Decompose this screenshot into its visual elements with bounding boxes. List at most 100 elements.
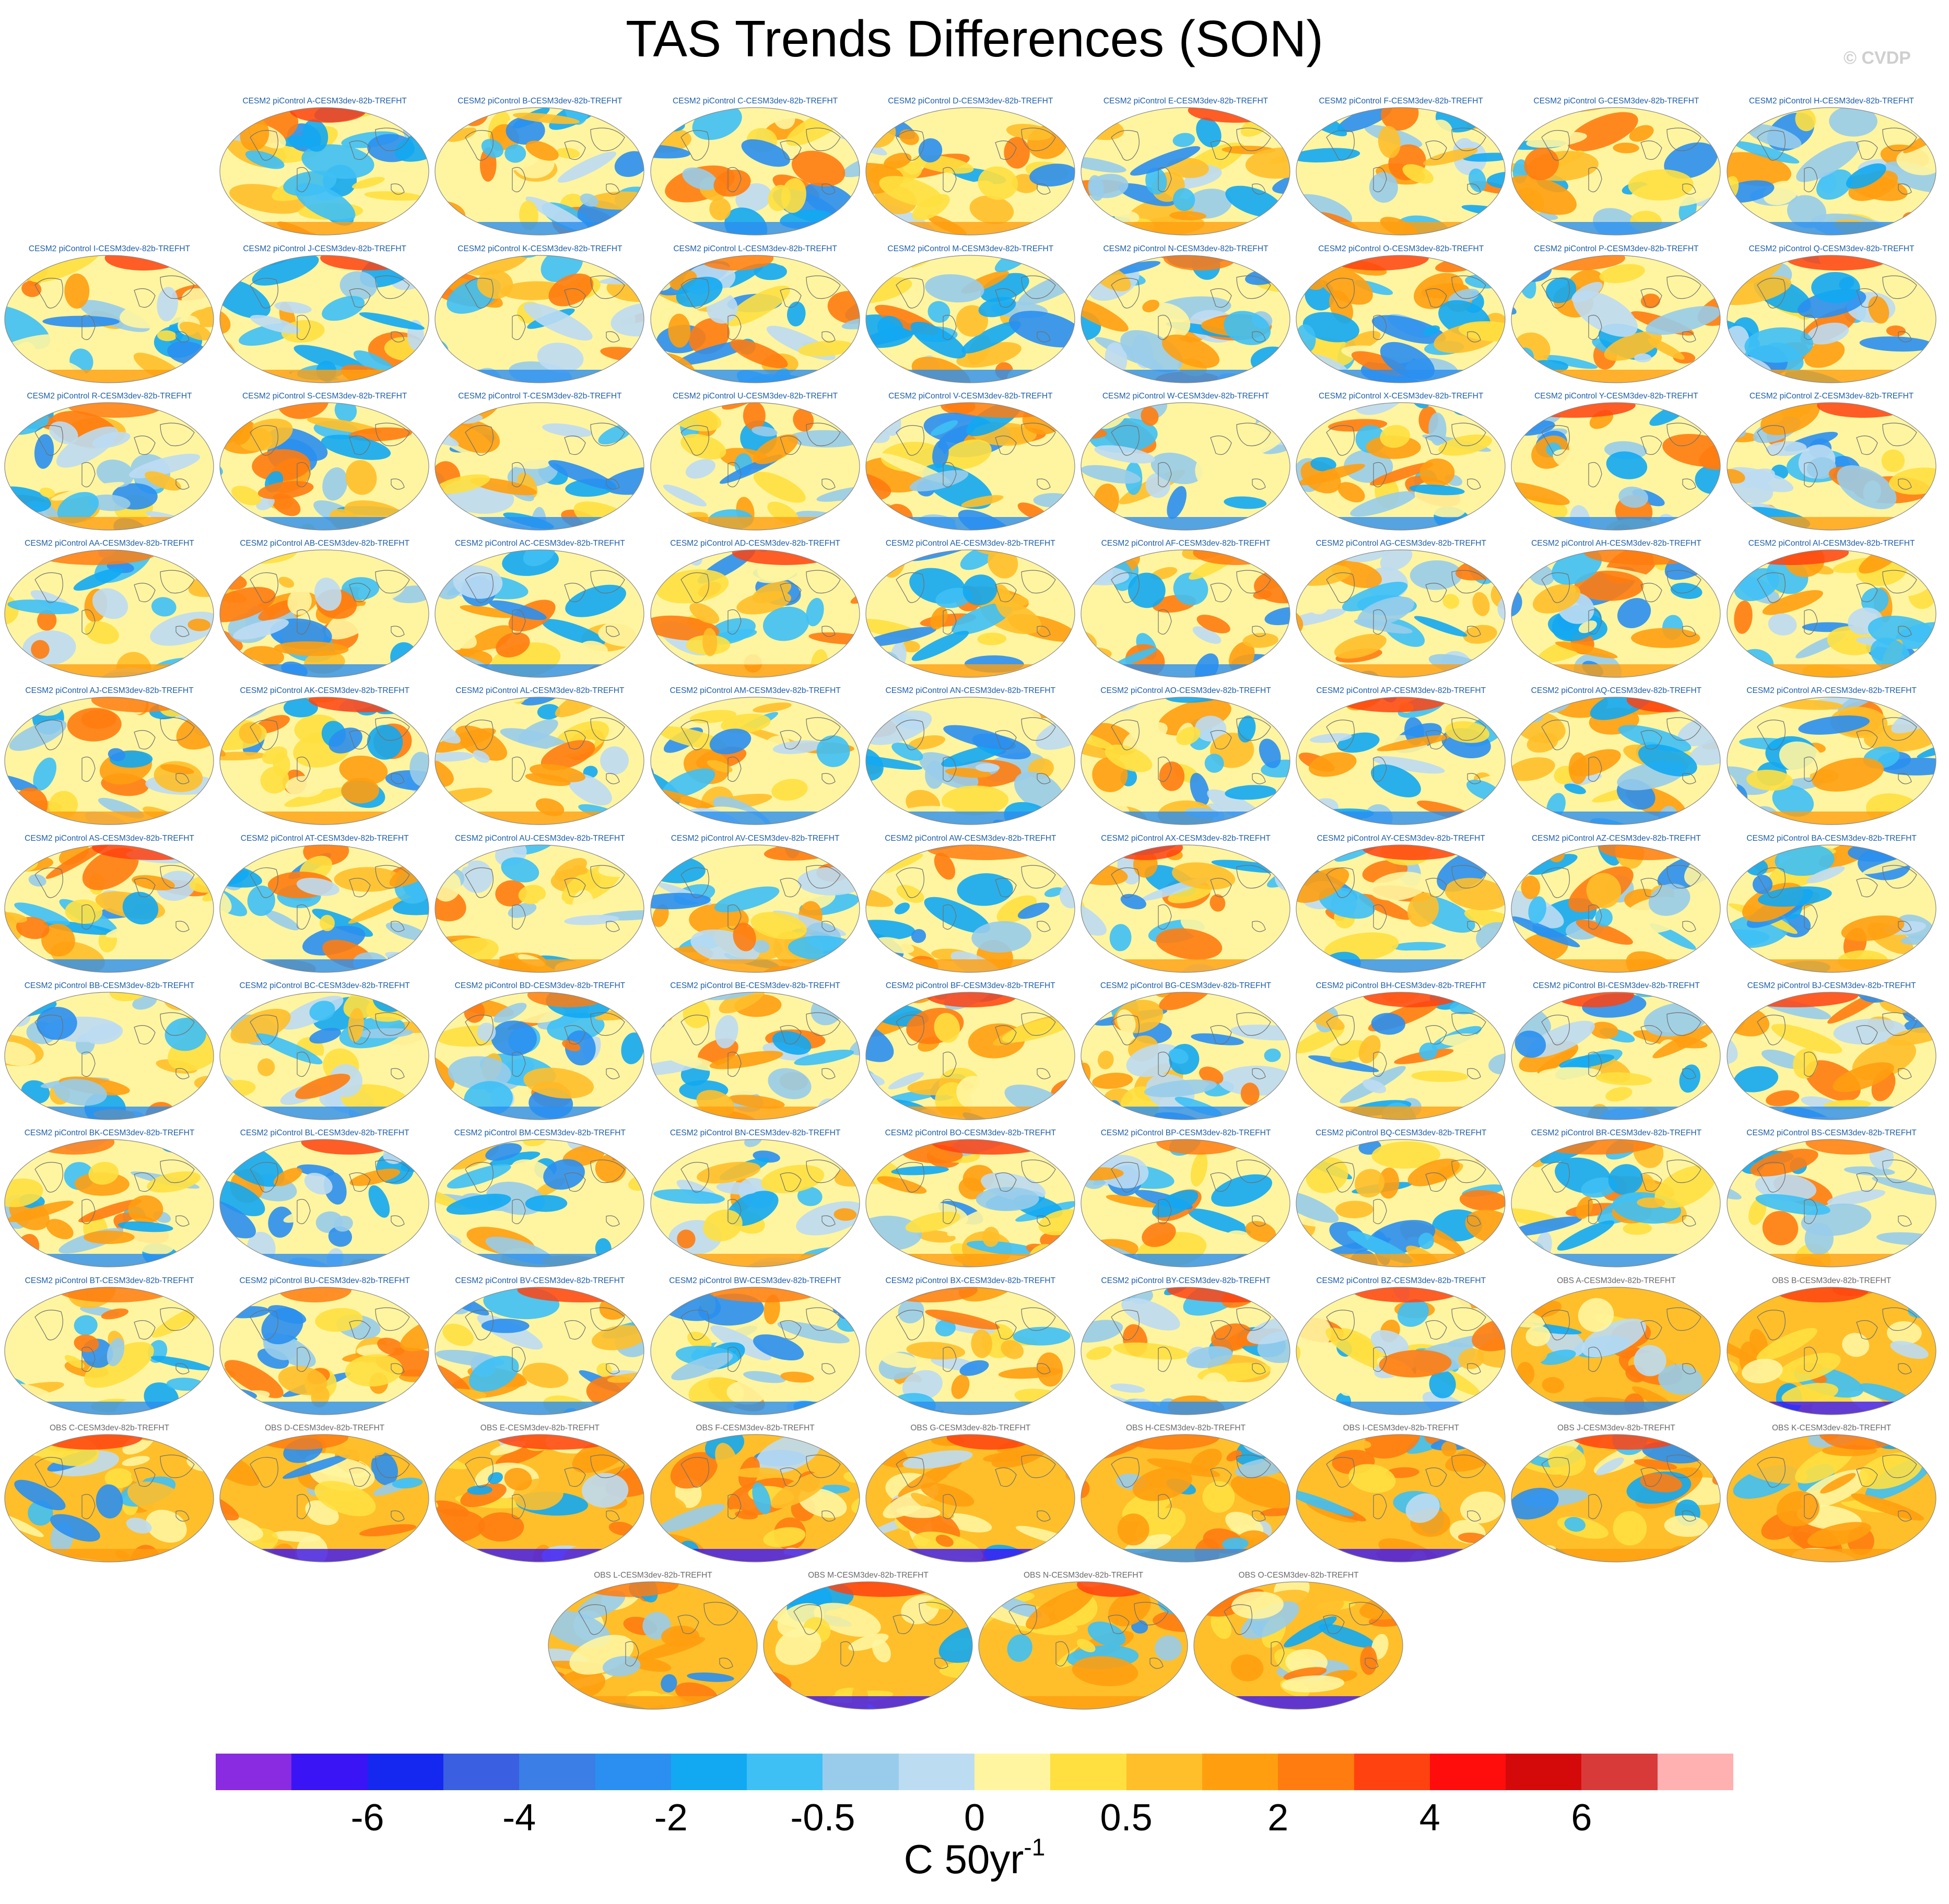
map-panel: CESM2 piControl BU-CESM3dev-82b-TREFHT xyxy=(219,1276,430,1417)
robinson-map-icon xyxy=(1726,549,1936,678)
map-panel: CESM2 piControl Q-CESM3dev-82b-TREFHT xyxy=(1726,244,1938,385)
map-panel: OBS A-CESM3dev-82b-TREFHT xyxy=(1510,1276,1722,1417)
robinson-map-icon xyxy=(4,255,214,383)
colorbar-swatch xyxy=(443,1754,520,1790)
colorbar xyxy=(216,1754,1734,1790)
robinson-map-icon xyxy=(1081,1287,1290,1415)
panel-label: CESM2 piControl BJ-CESM3dev-82b-TREFHT xyxy=(1747,981,1916,990)
map-panel: CESM2 piControl BP-CESM3dev-82b-TREFHT xyxy=(1080,1129,1291,1270)
robinson-map-icon xyxy=(4,1434,214,1562)
panel-label: OBS J-CESM3dev-82b-TREFHT xyxy=(1557,1424,1675,1432)
map-panel: OBS E-CESM3dev-82b-TREFHT xyxy=(434,1424,645,1565)
robinson-map-icon xyxy=(219,1139,429,1267)
robinson-map-icon xyxy=(1081,549,1290,678)
panel-label: OBS N-CESM3dev-82b-TREFHT xyxy=(1023,1571,1144,1580)
robinson-map-icon xyxy=(219,1434,429,1562)
robinson-map-icon xyxy=(1511,844,1721,973)
colorbar-tick-label: -0.5 xyxy=(790,1797,855,1839)
colorbar-swatch xyxy=(1354,1754,1430,1790)
colorbar-swatch xyxy=(1657,1754,1734,1790)
robinson-map-icon xyxy=(1081,1434,1290,1562)
panel-label: CESM2 piControl BD-CESM3dev-82b-TREFHT xyxy=(454,981,626,990)
panel-label: CESM2 piControl M-CESM3dev-82b-TREFHT xyxy=(887,244,1054,253)
map-panel: CESM2 piControl L-CESM3dev-82b-TREFHT xyxy=(650,244,861,385)
colorbar-swatch xyxy=(519,1754,595,1790)
map-panel: CESM2 piControl BX-CESM3dev-82b-TREFHT xyxy=(865,1276,1076,1417)
map-panel: CESM2 piControl V-CESM3dev-82b-TREFHT xyxy=(865,392,1076,533)
panel-label: OBS C-CESM3dev-82b-TREFHT xyxy=(49,1424,170,1432)
robinson-map-icon xyxy=(219,844,429,973)
map-panel: CESM2 piControl AL-CESM3dev-82b-TREFHT xyxy=(434,686,645,827)
map-panel: CESM2 piControl AG-CESM3dev-82b-TREFHT xyxy=(1295,539,1507,680)
map-panel: CESM2 piControl AU-CESM3dev-82b-TREFHT xyxy=(434,834,645,975)
map-panel: CESM2 piControl G-CESM3dev-82b-TREFHT xyxy=(1510,97,1722,238)
robinson-map-icon xyxy=(1296,844,1506,973)
robinson-map-icon xyxy=(219,697,429,825)
robinson-map-icon xyxy=(1511,1139,1721,1267)
panel-label: CESM2 piControl AC-CESM3dev-82b-TREFHT xyxy=(455,539,625,548)
robinson-map-icon xyxy=(1296,107,1506,236)
panel-label: CESM2 piControl BH-CESM3dev-82b-TREFHT xyxy=(1316,981,1486,990)
robinson-map-icon xyxy=(4,992,214,1120)
robinson-map-icon xyxy=(435,697,644,825)
robinson-map-icon xyxy=(865,1434,1075,1562)
map-panel: OBS I-CESM3dev-82b-TREFHT xyxy=(1295,1424,1507,1565)
robinson-map-icon xyxy=(865,992,1075,1120)
figure-title: TAS Trends Differences (SON) xyxy=(625,10,1324,67)
robinson-map-icon xyxy=(1726,402,1936,531)
robinson-map-icon xyxy=(1726,1139,1936,1267)
robinson-map-icon xyxy=(1726,844,1936,973)
colorbar-swatch xyxy=(367,1754,444,1790)
colorbar-tick-label: -2 xyxy=(654,1797,688,1839)
panel-label: CESM2 piControl BB-CESM3dev-82b-TREFHT xyxy=(24,981,195,990)
panel-label: CESM2 piControl BR-CESM3dev-82b-TREFHT xyxy=(1531,1129,1702,1137)
panel-label: OBS F-CESM3dev-82b-TREFHT xyxy=(696,1424,815,1432)
panel-label: CESM2 piControl K-CESM3dev-82b-TREFHT xyxy=(457,244,623,253)
map-panel: OBS C-CESM3dev-82b-TREFHT xyxy=(4,1424,215,1565)
panel-label: CESM2 piControl BV-CESM3dev-82b-TREFHT xyxy=(455,1276,625,1285)
robinson-map-icon xyxy=(1296,992,1506,1120)
panel-label: CESM2 piControl BA-CESM3dev-82b-TREFHT xyxy=(1746,834,1917,843)
panel-label: CESM2 piControl BP-CESM3dev-82b-TREFHT xyxy=(1100,1129,1271,1137)
panel-label: CESM2 piControl BG-CESM3dev-82b-TREFHT xyxy=(1100,981,1272,990)
panel-label: CESM2 piControl AP-CESM3dev-82b-TREFHT xyxy=(1316,686,1486,695)
panel-label: CESM2 piControl AO-CESM3dev-82b-TREFHT xyxy=(1100,686,1271,695)
robinson-map-icon xyxy=(435,402,644,531)
robinson-map-icon xyxy=(1296,1139,1506,1267)
colorbar-tick-label: 4 xyxy=(1419,1797,1440,1839)
panel-label: CESM2 piControl F-CESM3dev-82b-TREFHT xyxy=(1319,97,1483,105)
map-panel: CESM2 piControl BA-CESM3dev-82b-TREFHT xyxy=(1726,834,1938,975)
map-panel: CESM2 piControl BG-CESM3dev-82b-TREFHT xyxy=(1080,981,1291,1122)
robinson-map-icon xyxy=(435,549,644,678)
panel-label: CESM2 piControl U-CESM3dev-82b-TREFHT xyxy=(673,392,838,401)
robinson-map-icon xyxy=(865,697,1075,825)
panel-label: CESM2 piControl BF-CESM3dev-82b-TREFHT xyxy=(885,981,1055,990)
map-panel: OBS B-CESM3dev-82b-TREFHT xyxy=(1726,1276,1938,1417)
robinson-map-icon xyxy=(1193,1581,1403,1710)
panel-label: CESM2 piControl AY-CESM3dev-82b-TREFHT xyxy=(1317,834,1485,843)
robinson-map-icon xyxy=(4,1287,214,1415)
panel-label: CESM2 piControl BY-CESM3dev-82b-TREFHT xyxy=(1101,1276,1271,1285)
panel-label: OBS I-CESM3dev-82b-TREFHT xyxy=(1343,1424,1459,1432)
robinson-map-icon xyxy=(1081,697,1290,825)
panel-label: CESM2 piControl L-CESM3dev-82b-TREFHT xyxy=(673,244,837,253)
panel-label: CESM2 piControl BT-CESM3dev-82b-TREFHT xyxy=(25,1276,194,1285)
panel-label: CESM2 piControl AZ-CESM3dev-82b-TREFHT xyxy=(1531,834,1701,843)
robinson-map-icon xyxy=(4,844,214,973)
map-panel: CESM2 piControl AN-CESM3dev-82b-TREFHT xyxy=(865,686,1076,827)
panel-label: CESM2 piControl AK-CESM3dev-82b-TREFHT xyxy=(240,686,410,695)
panel-label: CESM2 piControl B-CESM3dev-82b-TREFHT xyxy=(457,97,623,105)
colorbar-swatch xyxy=(671,1754,747,1790)
robinson-map-icon xyxy=(1081,844,1290,973)
panel-label: CESM2 piControl BU-CESM3dev-82b-TREFHT xyxy=(239,1276,410,1285)
map-panel: CESM2 piControl AH-CESM3dev-82b-TREFHT xyxy=(1510,539,1722,680)
panel-label: CESM2 piControl BQ-CESM3dev-82b-TREFHT xyxy=(1316,1129,1487,1137)
map-panel: CESM2 piControl BY-CESM3dev-82b-TREFHT xyxy=(1080,1276,1291,1417)
colorbar-swatch xyxy=(823,1754,899,1790)
colorbar-swatch xyxy=(1278,1754,1354,1790)
robinson-map-icon xyxy=(650,402,860,531)
robinson-map-icon xyxy=(1296,1287,1506,1415)
colorbar-swatch xyxy=(1202,1754,1278,1790)
units-label: C 50yr xyxy=(903,1836,1024,1882)
panel-label: CESM2 piControl Q-CESM3dev-82b-TREFHT xyxy=(1748,244,1915,253)
